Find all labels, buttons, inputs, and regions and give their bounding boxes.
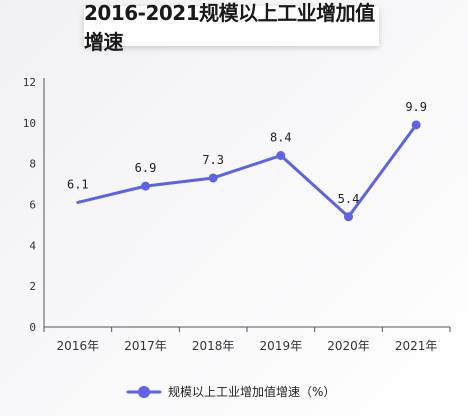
x-tick-label: 2020年 <box>327 339 370 353</box>
data-point <box>411 120 421 130</box>
x-tick-label: 2016年 <box>57 339 100 353</box>
data-label: 5.4 <box>338 192 360 206</box>
x-tick-label: 2018年 <box>192 339 235 353</box>
data-label: 7.3 <box>202 153 224 167</box>
x-tick-label: 2017年 <box>124 339 167 353</box>
axis-layer: 0 2 4 6 8 10 12 2016年 2017年 2018年 2019年 2020年 2021年 <box>23 76 451 353</box>
y-tick-label: 12 <box>23 76 36 89</box>
series-layer <box>76 120 421 222</box>
x-tick-label: 2019年 <box>260 339 303 353</box>
data-label: 6.9 <box>135 161 157 175</box>
y-tick-label: 4 <box>29 239 36 252</box>
x-tick-label: 2021年 <box>395 339 438 353</box>
legend-label: 规模以上工业增加值增速（%） <box>168 384 335 399</box>
legend-marker <box>138 386 150 398</box>
y-tick-label: 0 <box>29 321 36 334</box>
data-label-layer: 6.1 6.9 7.3 8.4 5.4 9.9 <box>67 100 427 206</box>
data-point <box>208 173 218 183</box>
data-point <box>276 151 286 160</box>
data-label: 8.4 <box>270 131 292 145</box>
data-point <box>344 212 353 222</box>
y-tick-label: 2 <box>29 280 36 293</box>
data-label: 9.9 <box>405 100 427 114</box>
legend: 规模以上工业增加值增速（%） <box>126 384 335 399</box>
data-point <box>141 181 150 191</box>
y-tick-label: 10 <box>23 117 36 130</box>
y-tick-label: 8 <box>29 158 36 171</box>
series-line <box>76 123 418 219</box>
y-tick-label: 6 <box>29 199 36 212</box>
data-label: 6.1 <box>67 177 89 191</box>
